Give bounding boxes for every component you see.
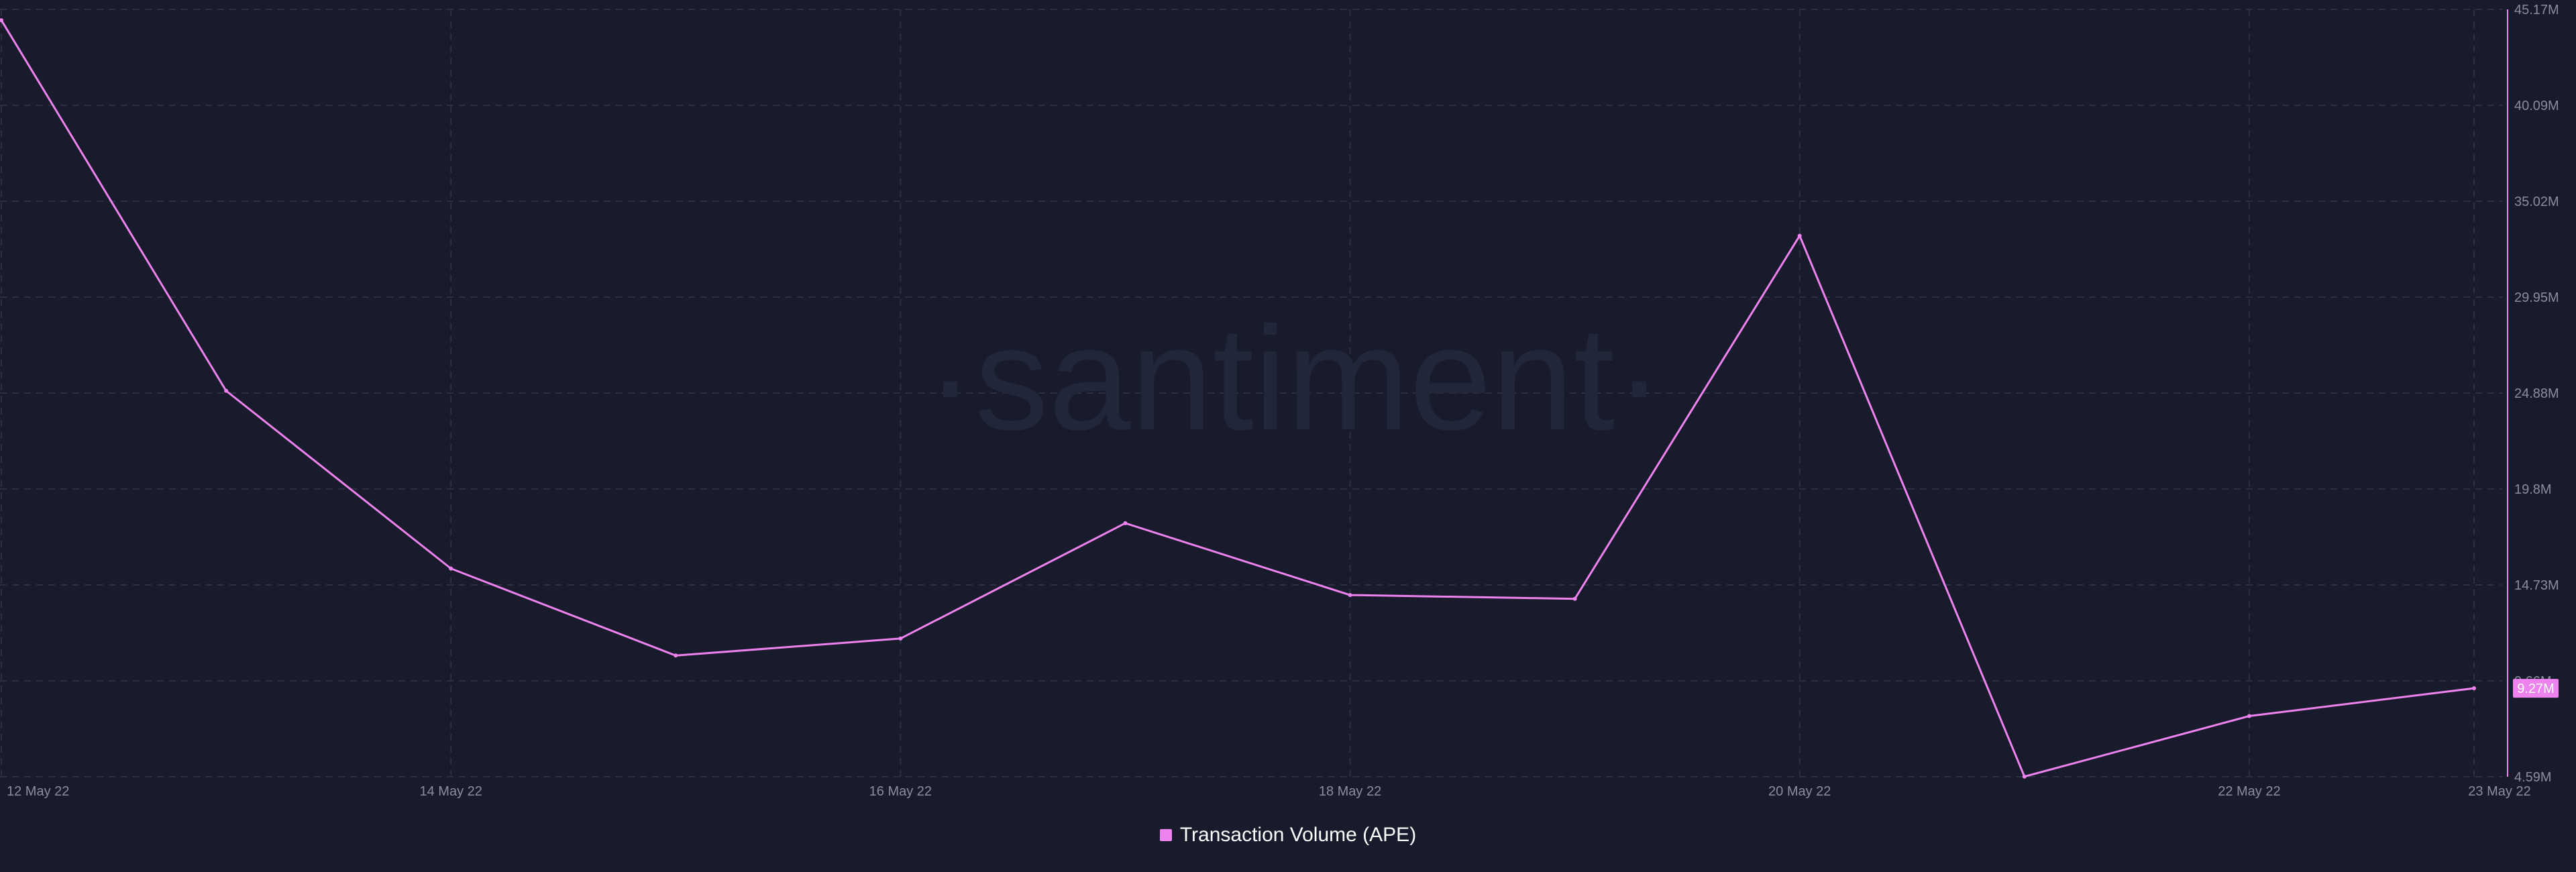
y-tick-label: 45.17M xyxy=(2514,3,2559,17)
x-tick-label: 23 May 22 xyxy=(2468,784,2530,799)
y-tick-label: 14.73M xyxy=(2514,578,2559,593)
data-point xyxy=(674,653,678,658)
data-point xyxy=(0,18,3,23)
legend[interactable]: Transaction Volume (APE) xyxy=(0,824,2576,847)
current-value-marker: 9.27M xyxy=(2513,679,2559,698)
data-point xyxy=(2472,686,2476,691)
x-tick-label: 14 May 22 xyxy=(419,784,482,799)
data-point xyxy=(1348,593,1352,598)
data-point xyxy=(898,636,903,641)
y-tick-label: 40.09M xyxy=(2514,99,2559,113)
x-tick-label: 16 May 22 xyxy=(869,784,932,799)
x-tick-label: 12 May 22 xyxy=(7,784,69,799)
x-tick-label: 22 May 22 xyxy=(2218,784,2280,799)
legend-label: Transaction Volume (APE) xyxy=(1179,824,1417,846)
y-tick-label: 35.02M xyxy=(2514,195,2559,209)
data-point xyxy=(1123,521,1128,525)
y-tick-label: 19.8M xyxy=(2514,482,2552,497)
grid xyxy=(0,9,2502,777)
y-tick-label: 4.59M xyxy=(2514,770,2552,785)
santiment-watermark: ·santiment· xyxy=(926,296,1664,461)
y-axis: 45.17M 40.09M 35.02M 29.95M 24.88M 19.8M 14.73… xyxy=(2507,3,2559,785)
current-value-badge xyxy=(2513,679,2559,698)
series-line xyxy=(0,19,2475,778)
data-point xyxy=(449,566,453,571)
data-point xyxy=(2247,714,2251,718)
data-point xyxy=(1797,233,1802,238)
current-value-label: 9.27M xyxy=(2517,682,2555,696)
series-layer xyxy=(0,18,2476,779)
x-axis: 12 May 22 14 May 22 16 May 22 18 May 22 20 M… xyxy=(7,784,2531,799)
data-point xyxy=(224,388,229,393)
y-tick-label: 29.95M xyxy=(2514,290,2559,305)
data-point xyxy=(1572,596,1577,601)
y-tick-label: 24.88M xyxy=(2514,386,2559,401)
legend-swatch xyxy=(1159,829,1172,841)
x-tick-label: 18 May 22 xyxy=(1319,784,1381,799)
x-tick-label: 20 May 22 xyxy=(1768,784,1831,799)
data-point xyxy=(2022,774,2027,779)
